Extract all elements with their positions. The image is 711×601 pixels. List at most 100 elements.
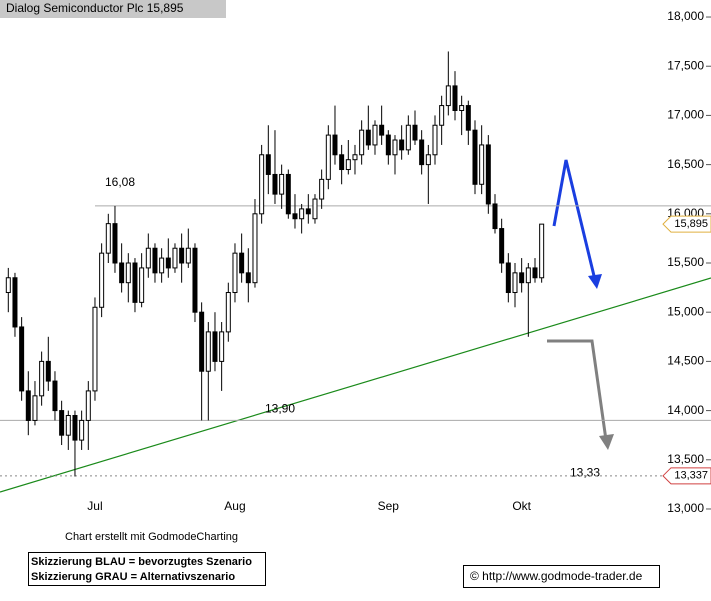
candle-body: [445, 85, 451, 107]
y-tick-label: 17,000: [667, 108, 704, 122]
candle-body: [305, 208, 311, 215]
candle-body: [192, 247, 198, 313]
candle-body: [299, 208, 305, 220]
trend-line: [0, 277, 711, 493]
candle-body: [12, 277, 18, 328]
candle-body: [259, 154, 265, 215]
candle-body: [239, 252, 245, 274]
candle-body: [185, 247, 191, 264]
candle-body: [439, 105, 445, 126]
y-tick-label: 13,500: [667, 452, 704, 466]
level-label: 13,90: [265, 402, 295, 416]
candle-body: [32, 395, 38, 421]
legend-line: Skizzierung BLAU = bevorzugtes Szenario: [31, 556, 252, 568]
source-box: [463, 565, 660, 588]
candle-body: [179, 247, 185, 264]
candle-body: [479, 144, 485, 185]
candle-body: [272, 173, 278, 195]
candle-body: [352, 154, 358, 161]
candle-body: [245, 272, 251, 284]
candle-body: [119, 262, 125, 284]
candle-body: [532, 267, 538, 279]
blue-arrowhead: [588, 274, 602, 289]
y-tick-label: 15,500: [667, 255, 704, 269]
candle-body: [525, 267, 531, 284]
candle-body: [345, 159, 351, 171]
candle-body: [485, 144, 491, 205]
candle-body: [459, 105, 465, 111]
candle-body: [499, 228, 505, 264]
price-tag: [662, 467, 711, 485]
candle-body: [392, 139, 398, 156]
candle-body: [405, 124, 411, 151]
price-tag-label: 13,337: [674, 470, 708, 482]
candle-body: [465, 105, 471, 131]
target-label: 13,33: [570, 466, 600, 480]
candle-body: [252, 213, 258, 284]
candle-body: [219, 331, 225, 362]
gray-arrowhead: [599, 434, 614, 450]
candle-body: [5, 277, 11, 294]
y-tick-label: 14,000: [667, 403, 704, 417]
candle-body: [212, 331, 218, 362]
y-tick-label: 17,500: [667, 58, 704, 72]
legend-box: [28, 552, 266, 586]
candle-body: [45, 360, 51, 382]
title-box: [0, 0, 226, 18]
candle-body: [165, 257, 171, 269]
candle-body: [339, 154, 345, 171]
blue-scenario: [552, 159, 597, 281]
candle-body: [505, 262, 511, 294]
y-tick-label: 15,000: [667, 304, 704, 318]
candle-body: [99, 252, 105, 308]
candle-body: [419, 139, 425, 166]
candle-body: [372, 124, 378, 146]
level-label: 16,08: [105, 175, 135, 189]
candle-body: [539, 223, 545, 279]
candle-body: [452, 85, 458, 111]
candle-body: [25, 390, 31, 421]
candle-body: [125, 262, 131, 284]
candle-body: [385, 134, 391, 156]
chart-title: Dialog Semiconductor Plc 15,895: [6, 1, 184, 15]
candle-body: [225, 292, 231, 333]
candle-body: [332, 134, 338, 156]
candle-body: [312, 198, 318, 220]
candle-body: [412, 124, 418, 141]
candle-body: [85, 390, 91, 421]
candle-body: [359, 129, 365, 156]
candle-body: [199, 311, 205, 372]
x-tick-label: Okt: [512, 499, 531, 513]
candle-body: [59, 410, 65, 436]
candle-body: [325, 134, 331, 180]
candle-body: [492, 203, 498, 230]
candle-body: [265, 154, 271, 175]
x-tick-label: Jul: [87, 499, 102, 513]
candle-body: [319, 178, 325, 200]
candle-body: [425, 154, 431, 166]
candle-body: [132, 262, 138, 303]
candle-body: [79, 419, 85, 441]
x-tick-label: Sep: [378, 499, 400, 513]
candle-body: [279, 173, 285, 195]
candle-body: [139, 267, 145, 303]
candle-body: [285, 173, 291, 215]
price-tag-label: 15,895: [674, 218, 708, 230]
candle-body: [19, 326, 25, 392]
candle-body: [172, 247, 178, 269]
candle-body: [145, 247, 151, 269]
candle-body: [512, 272, 518, 294]
x-tick-label: Aug: [224, 499, 245, 513]
credit: Chart erstellt mit GodmodeCharting: [65, 531, 238, 543]
y-tick-label: 13,000: [667, 501, 704, 515]
candle-body: [292, 213, 298, 220]
candle-body: [365, 129, 371, 146]
candle-body: [112, 223, 118, 264]
y-tick-label: 14,500: [667, 354, 704, 368]
candle-body: [519, 272, 525, 284]
candle-body: [65, 415, 71, 436]
candle-body: [105, 223, 111, 254]
y-tick-label: 16,500: [667, 157, 704, 171]
